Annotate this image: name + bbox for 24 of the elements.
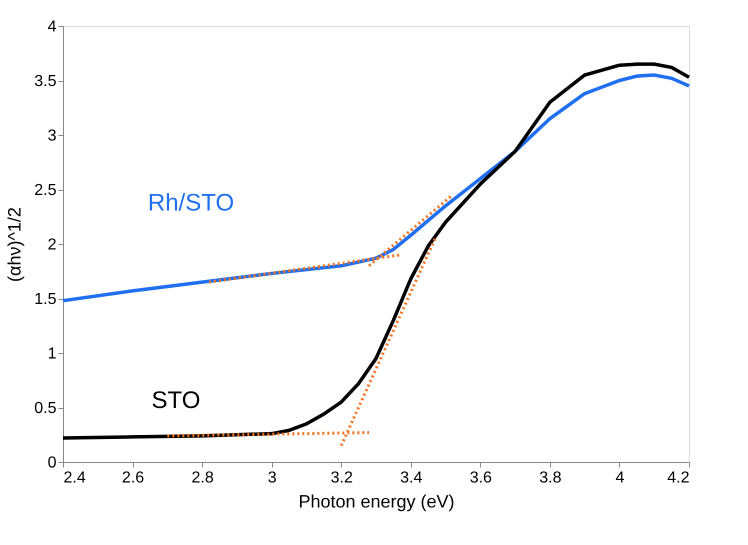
y-tick-label: 3	[48, 128, 57, 144]
y-tick-label: 1.5	[34, 291, 57, 308]
series-label: STO	[152, 387, 200, 414]
y-tick-label: 2.5	[34, 182, 57, 199]
x-tick-label: 4.2	[667, 470, 690, 486]
text: Rh/STO	[148, 190, 234, 217]
x-axis-title: Photon energy (eV)	[298, 492, 455, 512]
x-tick-label: 3.2	[330, 470, 353, 486]
y-tick-label: 3.5	[34, 73, 57, 90]
y-tick-label: 0	[48, 454, 57, 472]
y-tick-label: 2	[48, 236, 57, 254]
x-tick-label: 3	[268, 470, 277, 486]
x-tick-label: 2.8	[191, 470, 214, 486]
y-tick-label: 1	[48, 346, 57, 362]
line-series	[61, 62, 691, 440]
x-tick-label: 4	[615, 470, 624, 486]
x-tick-label: 2.4	[64, 470, 86, 486]
y-tick-label: 0.5	[34, 400, 57, 417]
x-tick-label: 2.6	[122, 470, 144, 486]
y-axis-title: (αhν)^1/2	[4, 207, 24, 282]
x-tick-label: 3.8	[539, 470, 562, 486]
x-tick-label: 3.6	[470, 470, 492, 486]
y-tick-label: 4	[48, 18, 57, 36]
x-tick-label: 3.4	[400, 470, 422, 486]
